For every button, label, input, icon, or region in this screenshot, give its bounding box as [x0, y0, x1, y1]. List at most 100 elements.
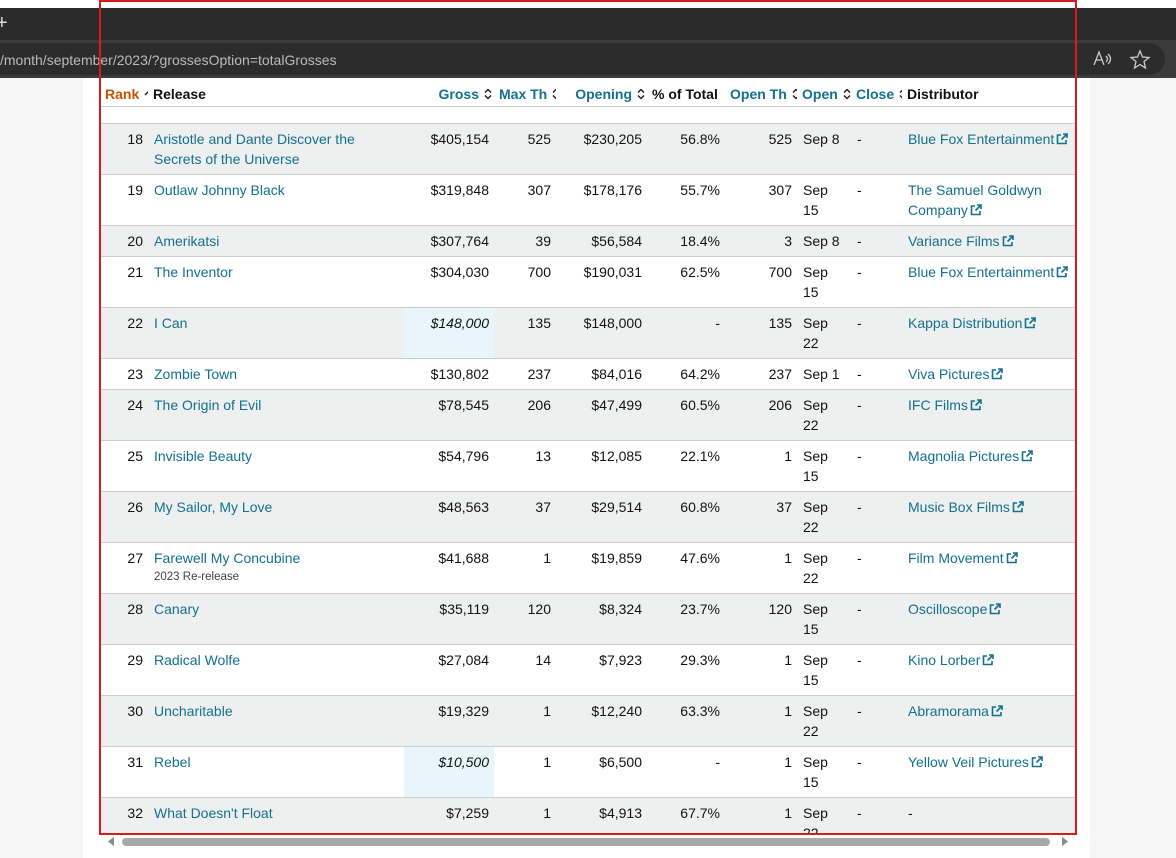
open-th-text: 1 [784, 550, 792, 566]
distributor-link[interactable]: Viva Pictures [908, 366, 990, 382]
table-row: 31 Rebel $10,500 1 $6,500 - 1 Sep 15 - Yellow Vei… [100, 747, 1076, 798]
distributor-link[interactable]: Yellow Veil Pictures [908, 754, 1029, 770]
distributor-link[interactable]: Abramorama [908, 703, 989, 719]
release-link[interactable]: My Sailor, My Love [154, 499, 273, 515]
open-th-cell: 1 [725, 645, 797, 695]
close-cell: - [851, 175, 902, 225]
distributor-link[interactable]: Kino Lorber [908, 652, 981, 668]
header-cell[interactable]: Open Th [725, 82, 797, 106]
opening-cell: $230,205 [556, 124, 647, 174]
gross-cell: $148,000 [404, 308, 494, 358]
release-link[interactable]: Rebel [154, 754, 191, 770]
open-th-text: 1 [784, 703, 792, 719]
opening-cell: $7,923 [556, 645, 647, 695]
pct-of-total-cell: 64.2% [647, 359, 725, 389]
pct-of-total-text: 29.3% [680, 652, 720, 668]
release-link[interactable]: Amerikatsi [154, 233, 220, 249]
read-aloud-icon[interactable] [1093, 50, 1112, 66]
column-label[interactable]: Open [802, 86, 838, 102]
opening-text: $4,913 [599, 805, 642, 821]
distributor-link[interactable]: Film Movement [908, 550, 1004, 566]
distributor-cell: The Samuel Goldwyn Company [902, 175, 1076, 225]
external-link-icon [1021, 450, 1034, 462]
opening-cell: $190,031 [556, 257, 647, 307]
header-cell[interactable]: Open [797, 82, 851, 106]
max-th-cell: 1 [494, 543, 556, 593]
distributor-link[interactable]: Kappa Distribution [908, 315, 1023, 331]
rank-text: 23 [127, 366, 143, 382]
close-text: - [857, 397, 862, 413]
max-th-text: 39 [535, 233, 551, 249]
max-th-text: 1 [543, 805, 551, 821]
release-link[interactable]: Aristotle and Dante Discover the Secrets… [154, 131, 355, 167]
gross-cell: $405,154 [404, 124, 494, 174]
url-field[interactable]: /month/september/2023/?grossesOption=tot… [0, 43, 1165, 75]
column-label[interactable]: Open Th [730, 86, 787, 102]
column-label[interactable]: Close [856, 86, 895, 102]
close-cell: - [851, 359, 902, 389]
release-link[interactable]: The Inventor [154, 264, 233, 280]
open-th-cell: 237 [725, 359, 797, 389]
pct-of-total-text: 62.5% [680, 264, 720, 280]
release-link[interactable]: What Doesn't Float [154, 805, 273, 821]
opening-text: $8,324 [599, 601, 642, 617]
open-th-text: 1 [784, 805, 792, 821]
distributor-link[interactable]: The Samuel Goldwyn Company [908, 182, 1042, 218]
release-link[interactable]: I Can [154, 315, 188, 331]
distributor-link[interactable]: Magnolia Pictures [908, 448, 1020, 464]
distributor-link[interactable]: Music Box Films [908, 499, 1010, 515]
distributor-link[interactable]: IFC Films [908, 397, 968, 413]
release-link[interactable]: Invisible Beauty [154, 448, 253, 464]
distributor-link[interactable]: Oscilloscope [908, 601, 988, 617]
column-label[interactable]: Opening [575, 86, 632, 102]
release-link[interactable]: Farewell My Concubine [154, 550, 301, 566]
opening-cell: $84,016 [556, 359, 647, 389]
column-label[interactable]: Rank [105, 86, 140, 102]
release-link[interactable]: Uncharitable [154, 703, 233, 719]
favorite-icon[interactable] [1129, 49, 1151, 70]
header-cell[interactable]: Max Th [494, 82, 556, 106]
column-label[interactable]: Max Th [499, 86, 548, 102]
header-cell[interactable]: Opening [556, 82, 647, 106]
opening-text: $6,500 [599, 754, 642, 770]
window-edge [0, 0, 1176, 8]
release-link[interactable]: Zombie Town [154, 366, 238, 382]
external-link-icon [1025, 317, 1037, 329]
open-cell: Sep 22 [797, 696, 851, 746]
release-link[interactable]: Outlaw Johnny Black [154, 182, 285, 198]
table-row: 20 Amerikatsi $307,764 39 $56,584 18.4% 3 Sep 8… [100, 226, 1076, 257]
header-cell[interactable]: Rank [100, 82, 148, 106]
open-th-text: 206 [768, 397, 792, 413]
release-link[interactable]: Canary [154, 601, 200, 617]
distributor-link[interactable]: Blue Fox Entertainment [908, 264, 1055, 280]
distributor-link[interactable]: Blue Fox Entertainment [908, 131, 1055, 147]
external-link-icon [970, 399, 982, 411]
release-link[interactable]: The Origin of Evil [154, 397, 262, 413]
pct-of-total-cell: - [647, 747, 725, 797]
scroll-right[interactable] [1062, 837, 1068, 846]
open-text: Sep 15 [803, 652, 828, 688]
pct-of-total-text: - [715, 754, 720, 770]
scroll-left[interactable] [108, 837, 114, 846]
open-th-text: 37 [776, 499, 792, 515]
column-label[interactable]: Gross [438, 86, 479, 102]
pct-of-total-text: 63.3% [680, 703, 720, 719]
open-cell: Sep 15 [797, 175, 851, 225]
max-th-text: 135 [527, 315, 551, 331]
opening-text: $178,176 [583, 182, 642, 198]
pct-of-total-cell: 22.1% [647, 441, 725, 491]
scroll-thumb[interactable] [122, 838, 1050, 846]
release-cell: The Inventor [148, 257, 404, 307]
max-th-text: 14 [535, 652, 551, 668]
open-th-text: 237 [768, 366, 792, 382]
max-th-cell: 37 [494, 492, 556, 542]
header-cell[interactable]: Gross [404, 82, 494, 106]
new-tab-button[interactable]: + [0, 12, 8, 34]
pct-of-total-text: 64.2% [680, 366, 720, 382]
distributor-link[interactable]: Variance Films [908, 233, 1000, 249]
header-cell[interactable]: Close [851, 82, 902, 106]
open-text: Sep 15 [803, 754, 828, 790]
release-link[interactable]: Radical Wolfe [154, 652, 241, 668]
open-cell: Sep 22 [797, 308, 851, 358]
